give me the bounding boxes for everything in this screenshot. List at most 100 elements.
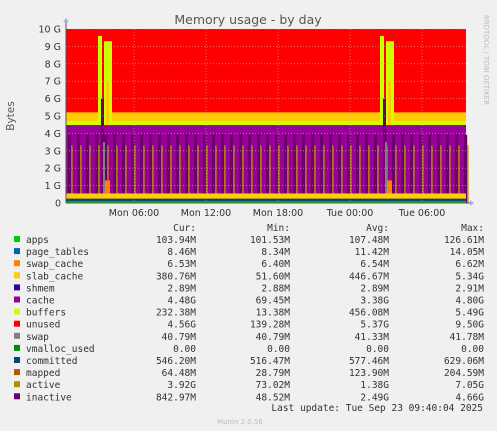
bottom-slab-layer <box>66 193 466 203</box>
active-stripe <box>125 145 127 203</box>
inactive-stripe <box>176 134 180 203</box>
inactive-stripe <box>266 134 270 203</box>
inactive-stripe <box>356 134 360 203</box>
inactive-stripe <box>104 134 108 203</box>
active-stripe <box>116 145 118 203</box>
inactive-stripe <box>230 134 234 203</box>
legend-swatch <box>14 332 20 339</box>
active-stripe <box>431 145 433 203</box>
legend-value-max: 204.59M <box>444 368 484 379</box>
legend-value-max: 126.61M <box>444 235 484 246</box>
active-stripe <box>377 145 379 203</box>
legend-header: Avg: <box>366 223 389 234</box>
legend-name: slab_cache <box>26 271 83 282</box>
legend-name: inactive <box>26 392 72 403</box>
legend-value-max: 41.78M <box>450 332 485 343</box>
active-stripe <box>332 145 334 203</box>
legend-name: mapped <box>26 368 60 379</box>
legend: Cur: Min: Avg: Max: apps 103.94M 101.53M 107.48… <box>14 223 484 403</box>
legend-value-min: 101.53M <box>250 235 290 246</box>
legend-value-cur: 6.53M <box>167 259 196 270</box>
active-stripe <box>80 145 82 203</box>
active-stripe <box>323 145 325 203</box>
legend-value-min: 51.60M <box>256 271 291 282</box>
y-tick-label: 8 G <box>45 59 61 70</box>
y-tick-label: 3 G <box>45 146 61 157</box>
legend-header: Cur: <box>173 223 196 234</box>
chart-title: Memory usage - by day <box>174 12 322 27</box>
buffers-band <box>66 121 466 126</box>
x-tick-label: Mon 12:00 <box>181 208 231 219</box>
y-tick-label: 4 G <box>45 129 61 140</box>
legend-value-max: 5.49G <box>455 308 484 319</box>
legend-name: swap_cache <box>26 259 83 270</box>
spike-slab <box>388 81 391 126</box>
active-stripe <box>152 145 154 203</box>
legend-swatch <box>14 308 20 315</box>
legend-swatch <box>14 381 20 388</box>
active-stripe <box>305 145 307 203</box>
active-stripe <box>296 145 298 203</box>
active-stripe <box>341 145 343 203</box>
rrdtool-credit: RRDTOOL / TOBI OETIKER <box>482 15 490 105</box>
inactive-stripe <box>320 134 324 203</box>
legend-value-min: 69.45M <box>256 296 291 307</box>
legend-value-cur: 8.46M <box>167 247 196 258</box>
legend-value-cur: 3.92G <box>167 380 196 391</box>
active-stripe <box>269 145 271 203</box>
active-stripe <box>224 145 226 203</box>
legend-name: swap <box>26 332 49 343</box>
legend-name: vmalloc_used <box>26 344 95 355</box>
inactive-stripe <box>194 134 198 203</box>
y-axis-arrow <box>63 18 69 22</box>
legend-value-max: 0.00 <box>461 344 484 355</box>
y-tick-labels: 0 1 G 2 G 3 G 4 G 5 G 6 G 7 G 8 G 9 G 10 G <box>39 25 61 210</box>
active-stripe <box>170 145 172 203</box>
inactive-stripe <box>212 134 216 203</box>
y-tick-label: 2 G <box>45 164 61 175</box>
active-stripe <box>107 145 109 203</box>
legend-value-min: 73.02M <box>256 380 291 391</box>
x-tick-label: Tue 06:00 <box>398 208 446 219</box>
legend-name: buffers <box>26 308 66 319</box>
legend-name: committed <box>26 356 77 367</box>
legend-name: active <box>26 380 61 391</box>
active-stripe <box>467 145 469 203</box>
legend-value-avg: 41.33M <box>355 332 390 343</box>
legend-value-avg: 3.38G <box>360 296 389 307</box>
active-stripe <box>422 145 424 203</box>
spike-swap-cache <box>105 180 110 203</box>
active-stripe <box>404 145 406 203</box>
legend-value-min: 48.52M <box>256 392 291 403</box>
active-stripe <box>413 145 415 203</box>
legend-swatch <box>14 320 20 327</box>
active-stripe <box>359 145 361 203</box>
legend-value-max: 5.34G <box>455 271 484 282</box>
legend-header: Max: <box>461 223 484 234</box>
y-tick-label: 0 <box>55 199 61 210</box>
legend-value-avg: 11.42M <box>355 247 390 258</box>
legend-swatch <box>14 248 20 255</box>
legend-swatch <box>14 369 20 376</box>
legend-swatch <box>14 284 20 291</box>
legend-value-avg: 2.89M <box>360 283 389 294</box>
x-tick-labels: Mon 06:00 Mon 12:00 Mon 18:00 Tue 00:00 Tue … <box>109 208 446 219</box>
legend-value-avg: 1.38G <box>360 380 389 391</box>
inactive-stripe <box>374 134 378 203</box>
legend-value-cur: 4.48G <box>167 296 196 307</box>
legend-value-max: 629.06M <box>444 356 484 367</box>
legend-value-cur: 103.94M <box>156 235 196 246</box>
legend-value-min: 0.00 <box>267 344 290 355</box>
active-stripe <box>206 145 208 203</box>
legend-swatch <box>14 296 20 303</box>
active-stripe <box>71 145 73 203</box>
inactive-stripe <box>158 134 162 203</box>
legend-value-cur: 842.97M <box>156 392 196 403</box>
legend-swatch <box>14 344 20 351</box>
inactive-stripe <box>446 134 450 203</box>
last-update: Last update: Tue Sep 23 09:40:04 2025 <box>271 403 483 414</box>
legend-value-min: 8.34M <box>261 247 290 258</box>
legend-value-min: 40.79M <box>256 332 291 343</box>
active-stripe <box>440 145 442 203</box>
